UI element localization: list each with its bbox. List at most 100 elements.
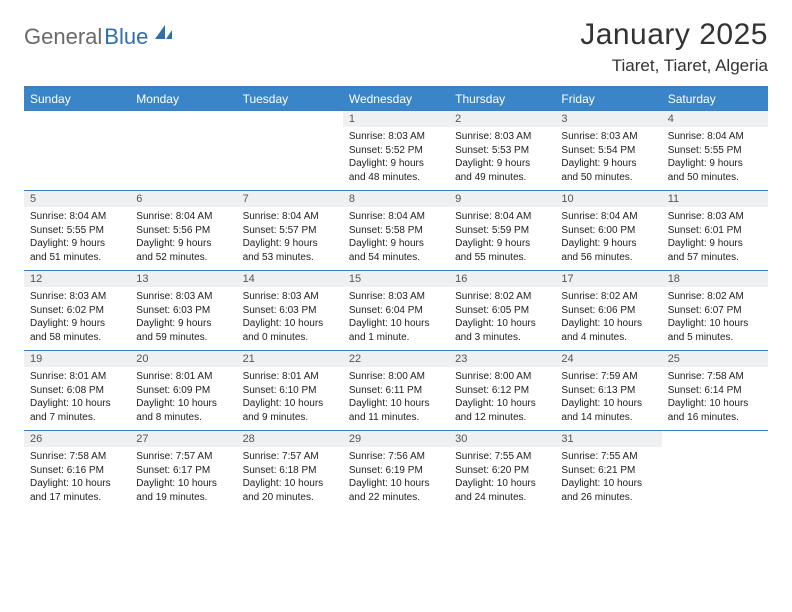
calendar-day-cell: 16Sunrise: 8:02 AMSunset: 6:05 PMDayligh…: [449, 271, 555, 351]
day-info: Sunrise: 8:02 AMSunset: 6:05 PMDaylight:…: [449, 287, 555, 350]
weekday-header: Sunday: [24, 88, 130, 111]
daylight-line: Daylight: 10 hours and 24 minutes.: [455, 477, 549, 504]
sunset-line: Sunset: 6:06 PM: [561, 304, 655, 318]
day-number: 7: [237, 191, 343, 207]
sunset-line: Sunset: 6:20 PM: [455, 464, 549, 478]
logo-sail-icon: [153, 23, 175, 46]
daylight-line: Daylight: 10 hours and 22 minutes.: [349, 477, 443, 504]
day-info: Sunrise: 7:59 AMSunset: 6:13 PMDaylight:…: [555, 367, 661, 430]
day-number: 15: [343, 271, 449, 287]
weekday-header: Friday: [555, 88, 661, 111]
location: Tiaret, Tiaret, Algeria: [580, 56, 768, 76]
calendar-day-cell: 29Sunrise: 7:56 AMSunset: 6:19 PMDayligh…: [343, 431, 449, 511]
day-number: 6: [130, 191, 236, 207]
daylight-line: Daylight: 9 hours and 50 minutes.: [668, 157, 762, 184]
day-info: Sunrise: 8:03 AMSunset: 5:54 PMDaylight:…: [555, 127, 661, 190]
calendar-day-cell: 22Sunrise: 8:00 AMSunset: 6:11 PMDayligh…: [343, 351, 449, 431]
sunset-line: Sunset: 5:54 PM: [561, 144, 655, 158]
day-number: 2: [449, 111, 555, 127]
sunrise-line: Sunrise: 7:58 AM: [668, 370, 762, 384]
day-info: Sunrise: 8:03 AMSunset: 6:01 PMDaylight:…: [662, 207, 768, 270]
day-number: 24: [555, 351, 661, 367]
calendar-day-cell: 17Sunrise: 8:02 AMSunset: 6:06 PMDayligh…: [555, 271, 661, 351]
sunrise-line: Sunrise: 8:04 AM: [561, 210, 655, 224]
sunrise-line: Sunrise: 8:04 AM: [455, 210, 549, 224]
sunset-line: Sunset: 5:52 PM: [349, 144, 443, 158]
day-number: 21: [237, 351, 343, 367]
day-info: Sunrise: 7:56 AMSunset: 6:19 PMDaylight:…: [343, 447, 449, 510]
sunrise-line: Sunrise: 8:03 AM: [136, 290, 230, 304]
day-info: Sunrise: 7:55 AMSunset: 6:21 PMDaylight:…: [555, 447, 661, 510]
sunrise-line: Sunrise: 8:03 AM: [349, 290, 443, 304]
day-number: 9: [449, 191, 555, 207]
day-number: 27: [130, 431, 236, 447]
daylight-line: Daylight: 10 hours and 26 minutes.: [561, 477, 655, 504]
day-info: Sunrise: 8:01 AMSunset: 6:09 PMDaylight:…: [130, 367, 236, 430]
sunset-line: Sunset: 6:04 PM: [349, 304, 443, 318]
sunrise-line: Sunrise: 8:01 AM: [136, 370, 230, 384]
sunrise-line: Sunrise: 7:55 AM: [561, 450, 655, 464]
calendar-day-cell: 2Sunrise: 8:03 AMSunset: 5:53 PMDaylight…: [449, 111, 555, 191]
daylight-line: Daylight: 9 hours and 53 minutes.: [243, 237, 337, 264]
sunrise-line: Sunrise: 8:00 AM: [349, 370, 443, 384]
sunset-line: Sunset: 6:10 PM: [243, 384, 337, 398]
daylight-line: Daylight: 9 hours and 59 minutes.: [136, 317, 230, 344]
weekday-header: Wednesday: [343, 88, 449, 111]
sunset-line: Sunset: 6:09 PM: [136, 384, 230, 398]
calendar-day-cell: 13Sunrise: 8:03 AMSunset: 6:03 PMDayligh…: [130, 271, 236, 351]
daylight-line: Daylight: 9 hours and 58 minutes.: [30, 317, 124, 344]
day-number: 31: [555, 431, 661, 447]
sunset-line: Sunset: 5:56 PM: [136, 224, 230, 238]
calendar-week-row: 26Sunrise: 7:58 AMSunset: 6:16 PMDayligh…: [24, 431, 768, 511]
calendar-day-cell: 19Sunrise: 8:01 AMSunset: 6:08 PMDayligh…: [24, 351, 130, 431]
daylight-line: Daylight: 10 hours and 8 minutes.: [136, 397, 230, 424]
calendar-day-cell: 6 Sunrise: 8:04 AMSunset: 5:56 PMDaylight…: [130, 191, 236, 271]
sunset-line: Sunset: 6:07 PM: [668, 304, 762, 318]
day-number: 18: [662, 271, 768, 287]
day-info: Sunrise: 8:02 AMSunset: 6:07 PMDaylight:…: [662, 287, 768, 350]
sunset-line: Sunset: 5:59 PM: [455, 224, 549, 238]
sunrise-line: Sunrise: 8:01 AM: [30, 370, 124, 384]
sunrise-line: Sunrise: 8:01 AM: [243, 370, 337, 384]
calendar-week-row: 5Sunrise: 8:04 AMSunset: 5:55 PMDaylight…: [24, 191, 768, 271]
calendar-day-cell: 20Sunrise: 8:01 AMSunset: 6:09 PMDayligh…: [130, 351, 236, 431]
day-info: Sunrise: 8:03 AMSunset: 6:03 PMDaylight:…: [237, 287, 343, 350]
calendar-day-cell: 3Sunrise: 8:03 AMSunset: 5:54 PMDaylight…: [555, 111, 661, 191]
calendar-day-cell: 18Sunrise: 8:02 AMSunset: 6:07 PMDayligh…: [662, 271, 768, 351]
day-number: 20: [130, 351, 236, 367]
sunrise-line: Sunrise: 8:02 AM: [561, 290, 655, 304]
daylight-line: Daylight: 9 hours and 52 minutes.: [136, 237, 230, 264]
sunrise-line: Sunrise: 8:02 AM: [668, 290, 762, 304]
sunset-line: Sunset: 6:21 PM: [561, 464, 655, 478]
sunset-line: Sunset: 6:02 PM: [30, 304, 124, 318]
calendar-day-cell: 5Sunrise: 8:04 AMSunset: 5:55 PMDaylight…: [24, 191, 130, 271]
day-number: 26: [24, 431, 130, 447]
day-number: 28: [237, 431, 343, 447]
sunrise-line: Sunrise: 8:03 AM: [30, 290, 124, 304]
sunset-line: Sunset: 5:58 PM: [349, 224, 443, 238]
calendar-day-cell: 23Sunrise: 8:00 AMSunset: 6:12 PMDayligh…: [449, 351, 555, 431]
sunrise-line: Sunrise: 8:03 AM: [455, 130, 549, 144]
logo: GeneralBlue: [24, 18, 175, 50]
sunrise-line: Sunrise: 8:00 AM: [455, 370, 549, 384]
header: GeneralBlue January 2025 Tiaret, Tiaret,…: [24, 18, 768, 76]
day-number: 11: [662, 191, 768, 207]
day-number: 19: [24, 351, 130, 367]
daylight-line: Daylight: 9 hours and 56 minutes.: [561, 237, 655, 264]
sunrise-line: Sunrise: 8:03 AM: [668, 210, 762, 224]
calendar-day-cell: 7Sunrise: 8:04 AMSunset: 5:57 PMDaylight…: [237, 191, 343, 271]
calendar-day-cell: 10Sunrise: 8:04 AMSunset: 6:00 PMDayligh…: [555, 191, 661, 271]
calendar-day-cell: 4Sunrise: 8:04 AMSunset: 5:55 PMDaylight…: [662, 111, 768, 191]
calendar-day-cell: 25Sunrise: 7:58 AMSunset: 6:14 PMDayligh…: [662, 351, 768, 431]
day-info: Sunrise: 7:58 AMSunset: 6:16 PMDaylight:…: [24, 447, 130, 510]
sunset-line: Sunset: 6:01 PM: [668, 224, 762, 238]
sunset-line: Sunset: 5:57 PM: [243, 224, 337, 238]
sunrise-line: Sunrise: 8:04 AM: [136, 210, 230, 224]
day-info: Sunrise: 8:01 AMSunset: 6:10 PMDaylight:…: [237, 367, 343, 430]
day-number: 22: [343, 351, 449, 367]
daylight-line: Daylight: 10 hours and 3 minutes.: [455, 317, 549, 344]
daylight-line: Daylight: 9 hours and 48 minutes.: [349, 157, 443, 184]
calendar-day-cell: 26Sunrise: 7:58 AMSunset: 6:16 PMDayligh…: [24, 431, 130, 511]
daylight-line: Daylight: 9 hours and 51 minutes.: [30, 237, 124, 264]
daylight-line: Daylight: 10 hours and 9 minutes.: [243, 397, 337, 424]
